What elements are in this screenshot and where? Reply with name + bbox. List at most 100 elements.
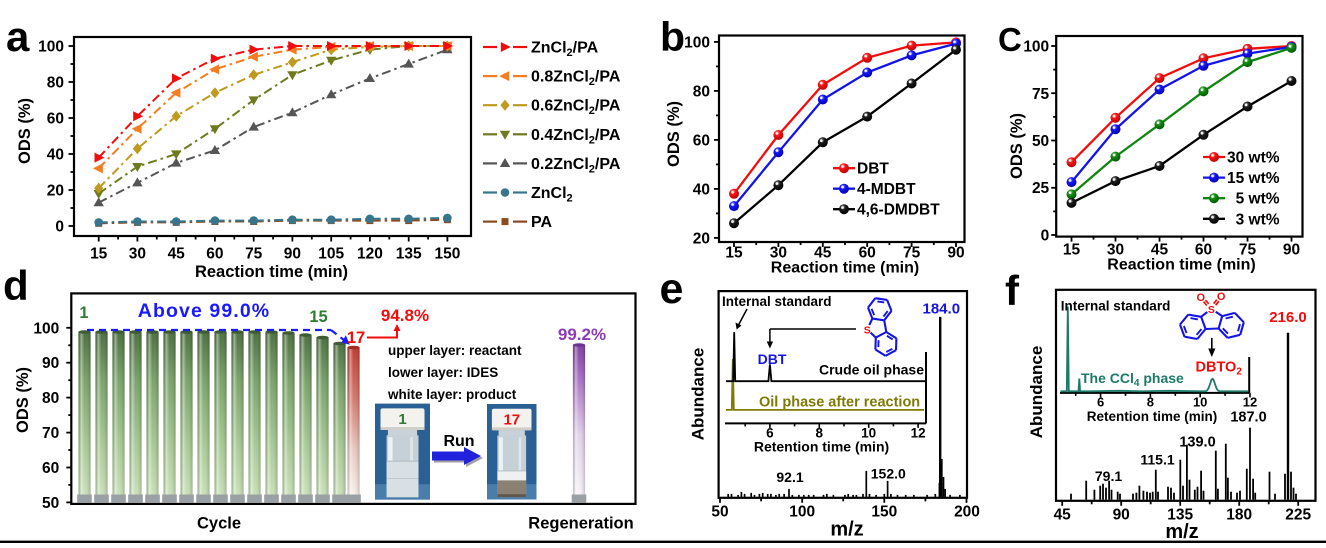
svg-text:15: 15	[90, 246, 108, 263]
svg-text:75: 75	[1239, 242, 1257, 259]
svg-text:PA: PA	[531, 214, 552, 231]
svg-text:O: O	[1217, 291, 1226, 303]
svg-text:Crude oil phase: Crude oil phase	[819, 362, 924, 378]
svg-text:150: 150	[434, 246, 460, 263]
svg-text:15: 15	[309, 308, 327, 326]
svg-text:10: 10	[1193, 395, 1207, 410]
svg-text:80: 80	[47, 75, 64, 92]
svg-text:Internal standard: Internal standard	[1061, 299, 1171, 314]
svg-text:45: 45	[1054, 507, 1072, 524]
svg-text:ZnCl2: ZnCl2	[531, 185, 573, 205]
svg-text:15: 15	[725, 245, 743, 262]
svg-text:1: 1	[398, 411, 406, 428]
svg-text:30: 30	[129, 246, 146, 263]
svg-text:60: 60	[859, 245, 876, 262]
svg-text:DBT: DBT	[758, 351, 787, 367]
svg-text:15: 15	[1063, 242, 1081, 259]
svg-text:Oil phase after reaction: Oil phase after reaction	[759, 395, 920, 411]
svg-text:DBT: DBT	[857, 161, 889, 178]
svg-text:12: 12	[1243, 395, 1257, 410]
svg-text:60: 60	[206, 246, 223, 263]
svg-text:30: 30	[1107, 242, 1124, 259]
svg-text:0.6ZnCl2/PA: 0.6ZnCl2/PA	[531, 98, 621, 118]
svg-text:25: 25	[1032, 180, 1050, 197]
svg-text:184.0: 184.0	[923, 301, 961, 318]
svg-text:C: C	[998, 21, 1022, 58]
svg-text:115.1: 115.1	[1140, 452, 1174, 468]
svg-text:45: 45	[168, 246, 186, 263]
svg-text:100: 100	[684, 34, 710, 51]
svg-text:100: 100	[38, 39, 64, 56]
svg-text:white layer: product: white layer: product	[387, 387, 517, 402]
svg-text:80: 80	[693, 83, 710, 100]
svg-text:60: 60	[1195, 242, 1212, 259]
svg-text:15 wt%: 15 wt%	[1227, 170, 1280, 187]
svg-text:75: 75	[1032, 86, 1050, 103]
svg-text:Reaction time (min): Reaction time (min)	[195, 263, 348, 281]
svg-text:180: 180	[1226, 507, 1252, 524]
svg-text:0: 0	[55, 219, 64, 236]
svg-text:Reaction time (min): Reaction time (min)	[1107, 257, 1255, 274]
svg-text:10: 10	[861, 426, 876, 441]
svg-text:187.0: 187.0	[1230, 410, 1266, 426]
svg-text:216.0: 216.0	[1269, 309, 1307, 326]
svg-text:Above 99.0%: Above 99.0%	[138, 300, 270, 322]
svg-text:40: 40	[47, 147, 64, 164]
svg-text:ZnCl2/PA: ZnCl2/PA	[531, 40, 599, 60]
svg-text:80: 80	[42, 390, 59, 407]
svg-text:90: 90	[947, 245, 964, 262]
svg-text:75: 75	[903, 245, 921, 262]
svg-text:S: S	[864, 324, 871, 336]
svg-text:99.2%: 99.2%	[558, 325, 606, 344]
svg-text:6: 6	[1097, 395, 1104, 410]
svg-text:Reaction time (min): Reaction time (min)	[771, 260, 919, 277]
svg-text:135: 135	[396, 246, 422, 263]
svg-text:0.2ZnCl2/PA: 0.2ZnCl2/PA	[531, 156, 621, 176]
svg-text:225: 225	[1285, 507, 1311, 524]
svg-text:70: 70	[42, 425, 59, 442]
svg-text:50: 50	[1032, 133, 1049, 150]
svg-text:The CCl4 phase: The CCl4 phase	[1081, 370, 1184, 389]
svg-text:6: 6	[766, 426, 774, 441]
svg-text:Retention time (min): Retention time (min)	[754, 439, 889, 455]
svg-text:4,6-DMDBT: 4,6-DMDBT	[857, 202, 940, 219]
svg-text:60: 60	[693, 132, 710, 149]
svg-text:40: 40	[693, 181, 710, 198]
svg-text:75: 75	[245, 246, 263, 263]
svg-text:139.0: 139.0	[1179, 435, 1215, 451]
svg-text:45: 45	[814, 245, 832, 262]
svg-text:50: 50	[711, 504, 728, 521]
svg-text:3 wt%: 3 wt%	[1227, 211, 1280, 228]
svg-text:8: 8	[816, 426, 824, 441]
svg-text:60: 60	[47, 111, 64, 128]
svg-text:Cycle: Cycle	[197, 515, 241, 533]
svg-text:135: 135	[1167, 507, 1193, 524]
svg-text:100: 100	[789, 504, 815, 521]
svg-text:ODS (%): ODS (%)	[665, 101, 683, 167]
svg-text:d: d	[3, 262, 29, 309]
svg-text:b: b	[660, 14, 685, 60]
svg-text:Internal standard: Internal standard	[722, 294, 832, 309]
svg-text:45: 45	[1151, 242, 1169, 259]
svg-text:105: 105	[318, 246, 344, 263]
svg-text:0.8ZnCl2/PA: 0.8ZnCl2/PA	[531, 69, 621, 89]
svg-text:90: 90	[1283, 242, 1300, 259]
svg-text:a: a	[6, 13, 30, 60]
svg-text:100: 100	[33, 320, 59, 337]
svg-text:m/z: m/z	[830, 519, 863, 541]
svg-text:4-MDBT: 4-MDBT	[857, 181, 916, 198]
svg-text:upper layer: reactant: upper layer: reactant	[388, 343, 522, 358]
svg-text:Abundance: Abundance	[1027, 346, 1046, 439]
svg-text:12: 12	[911, 426, 926, 441]
svg-text:8: 8	[1147, 395, 1154, 410]
svg-text:Regeneration: Regeneration	[528, 515, 633, 533]
svg-text:Abundance: Abundance	[689, 348, 708, 441]
svg-text:200: 200	[954, 504, 980, 521]
svg-text:0: 0	[1041, 228, 1050, 245]
svg-text:f: f	[1005, 267, 1020, 314]
svg-text:152.0: 152.0	[871, 466, 906, 482]
svg-text:5 wt%: 5 wt%	[1227, 191, 1280, 208]
svg-text:20: 20	[47, 183, 64, 200]
svg-text:O: O	[1197, 292, 1206, 304]
svg-text:30 wt%: 30 wt%	[1227, 150, 1280, 167]
